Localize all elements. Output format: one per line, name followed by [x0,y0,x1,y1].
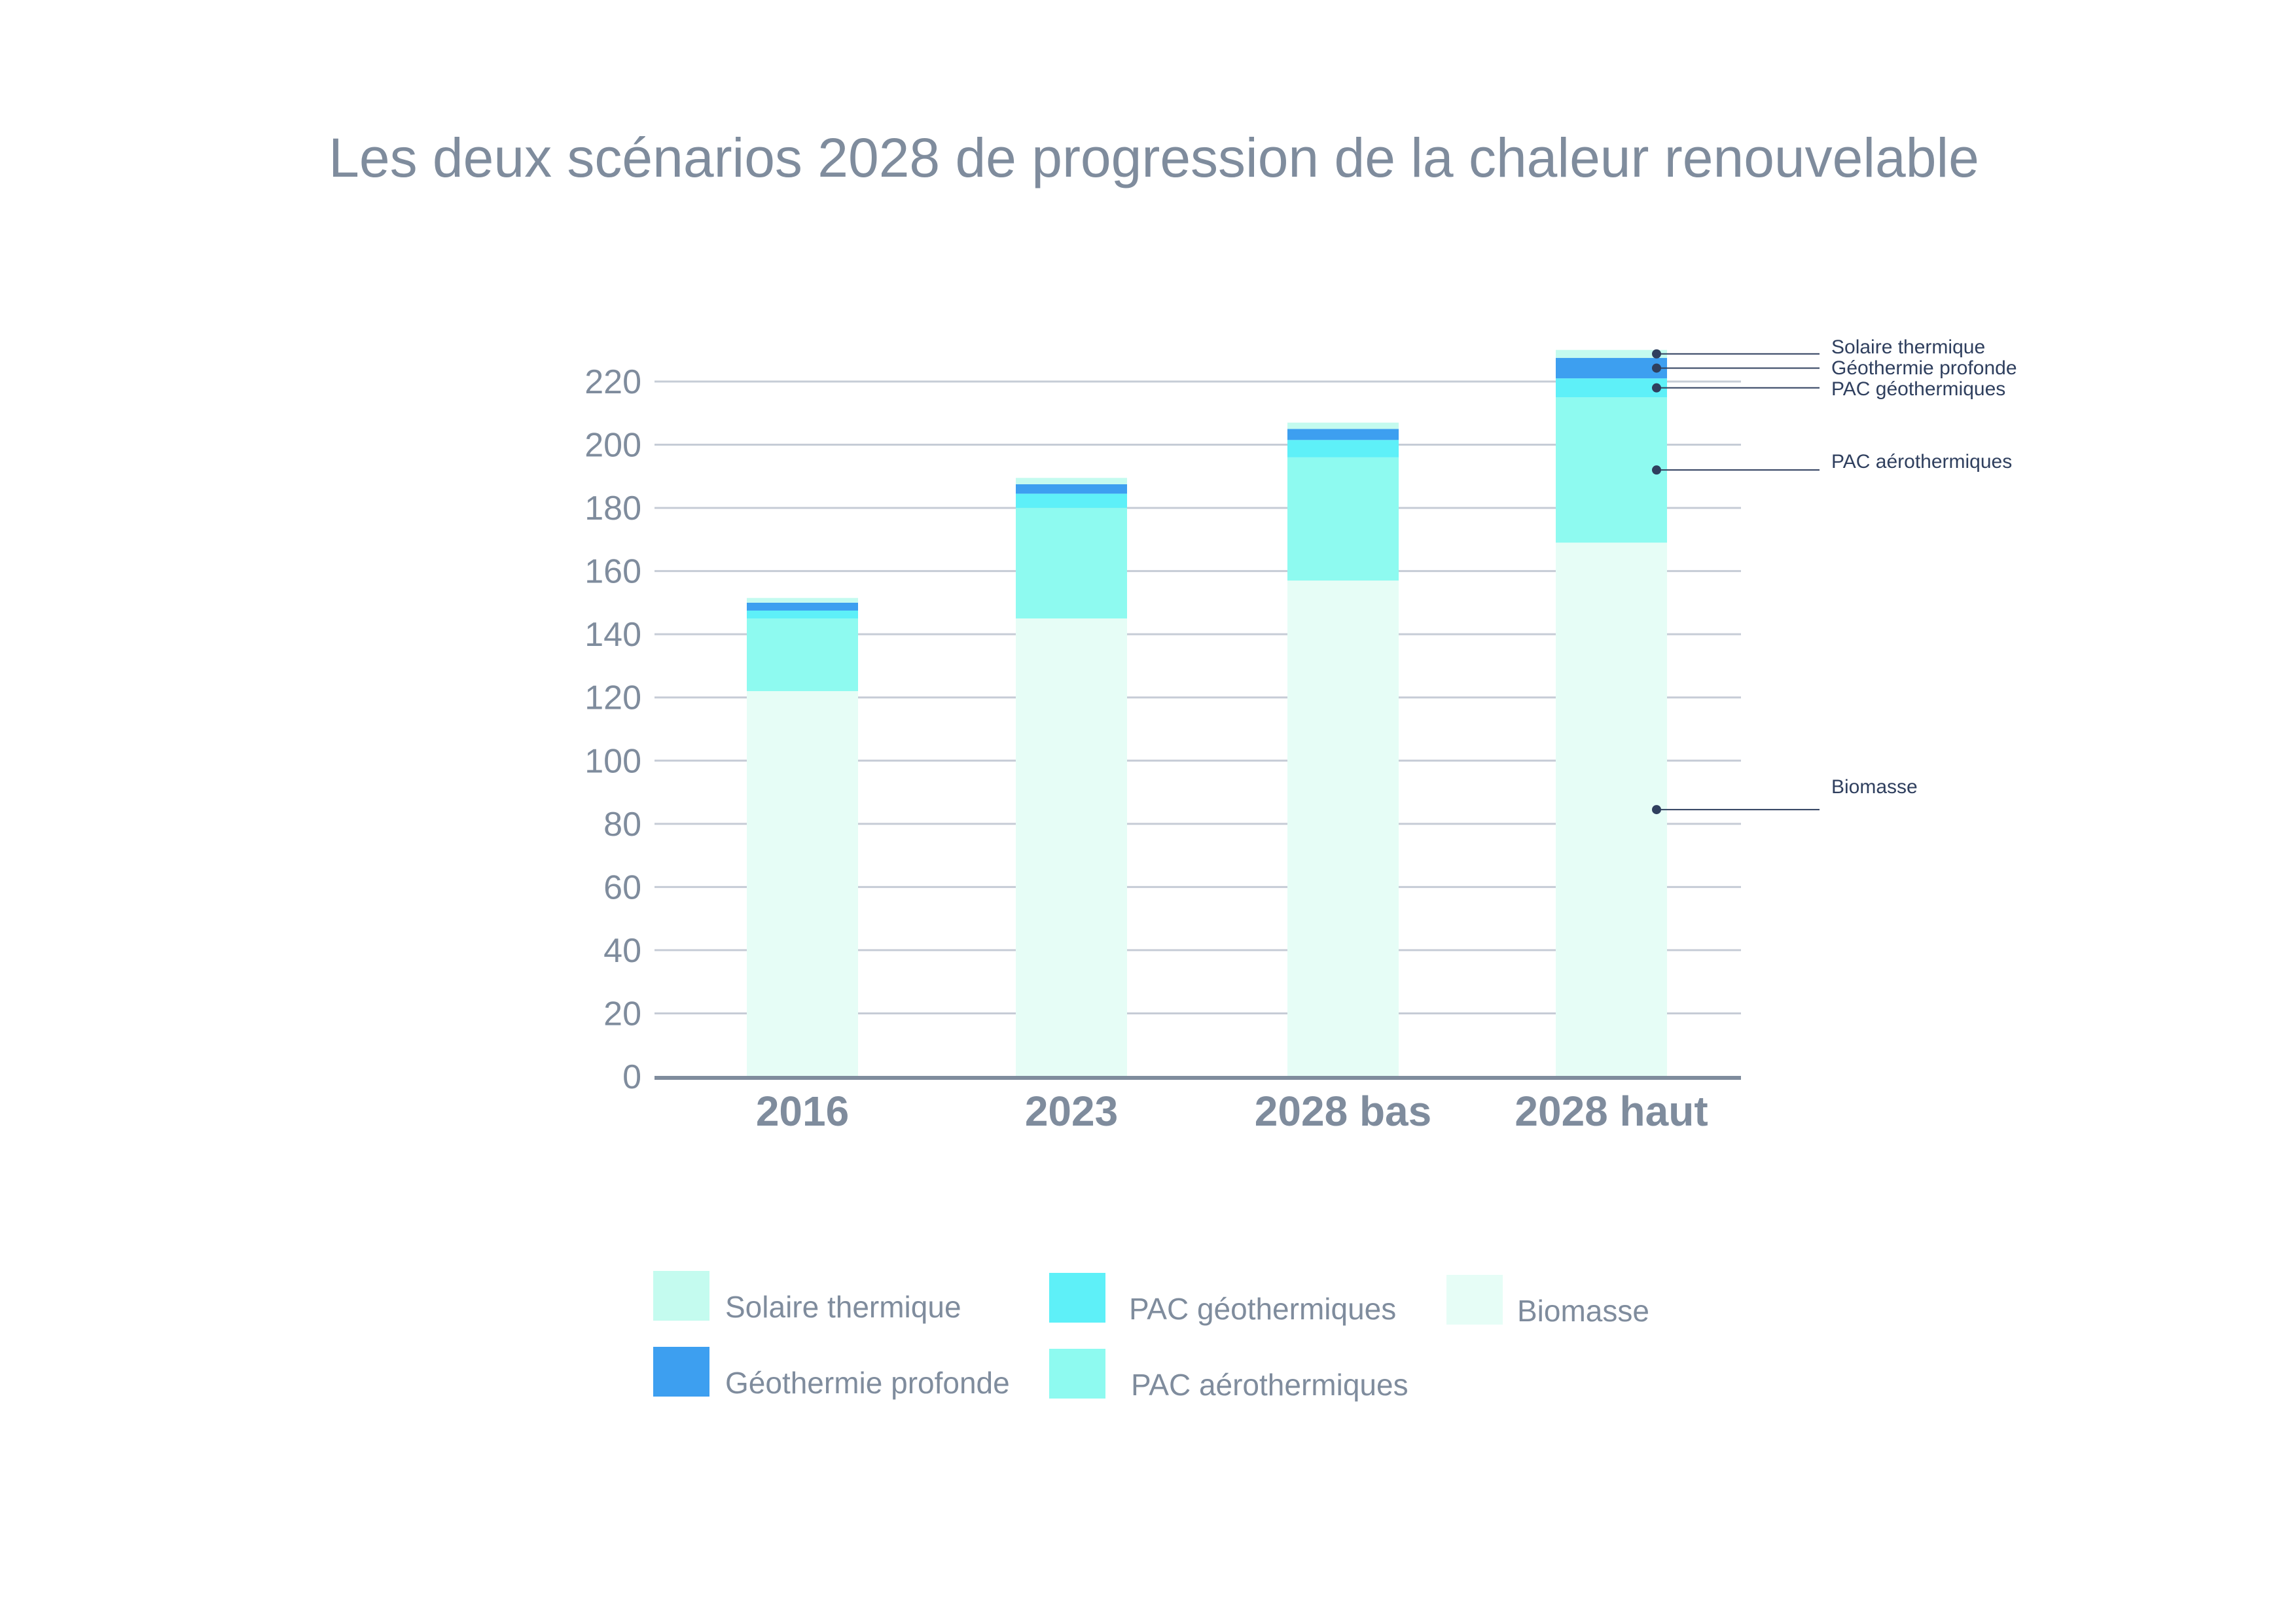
legend-swatch [653,1271,709,1321]
bar-segment [1556,349,1667,358]
annotation-label: PAC géothermiques [1831,378,2005,400]
x-tick-label: 2028 bas [1255,1088,1431,1135]
x-tick-label: 2028 haut [1515,1088,1708,1135]
bar-segment [1016,508,1127,619]
y-tick-label: 60 [603,868,641,906]
y-tick-label: 80 [603,806,641,844]
bar-segment [1556,543,1667,1077]
bars [747,349,1667,1077]
y-tick-label: 40 [603,932,641,970]
y-axis-ticks: 0 20 40 60 80 100 120 140 160 180 200 220 [584,363,641,1096]
y-tick-label: 220 [584,363,641,401]
annotation-label: PAC aérothermiques [1831,451,2012,473]
legend-label: PAC géothermiques [1129,1292,1396,1326]
y-tick-label: 200 [584,427,641,465]
bar-segment [1287,422,1399,429]
bar-segment [1016,618,1127,1077]
annotation-label: Solaire thermique [1831,336,1985,358]
bar-segment [747,618,858,692]
bar-segment [747,597,858,603]
annotation-label: Géothermie profonde [1831,357,2017,379]
legend-label: Géothermie profonde [725,1366,1010,1400]
legend-label: Biomasse [1517,1294,1649,1328]
legend-swatch [1049,1349,1105,1399]
bar-segment [1016,493,1127,508]
y-tick-label: 0 [622,1058,641,1096]
bar-segment [1016,484,1127,494]
bar-segment [1287,457,1399,581]
bar-segment [1556,357,1667,379]
y-tick-label: 140 [584,616,641,654]
legend-label: Solaire thermique [725,1290,961,1324]
x-axis-ticks: 2016 2023 2028 bas 2028 haut [756,1088,1708,1135]
y-tick-label: 120 [584,679,641,717]
legend: Solaire thermique PAC géothermiques Biomas… [653,1271,1649,1402]
chart-title: Les deux scénarios 2028 de progression d… [329,127,1979,188]
legend-label: PAC aérothermiques [1131,1368,1408,1402]
x-tick-label: 2023 [1025,1088,1118,1135]
bar-segment [1287,580,1399,1077]
bar-segment [1287,429,1399,440]
bar-segment [1016,478,1127,484]
bar-segment [1556,397,1667,543]
x-tick-label: 2016 [756,1088,849,1135]
legend-swatch [1049,1273,1105,1323]
y-tick-label: 160 [584,553,641,591]
legend-swatch [1446,1275,1503,1325]
bar-segment [747,602,858,611]
y-tick-label: 100 [584,742,641,780]
bar-segment [1556,378,1667,398]
bar-segment [747,691,858,1077]
annotation-label: Biomasse [1831,776,1918,798]
bar-segment [1287,440,1399,457]
y-tick-label: 20 [603,995,641,1033]
bar-segment [747,610,858,619]
legend-swatch [653,1347,709,1397]
y-tick-label: 180 [584,490,641,527]
